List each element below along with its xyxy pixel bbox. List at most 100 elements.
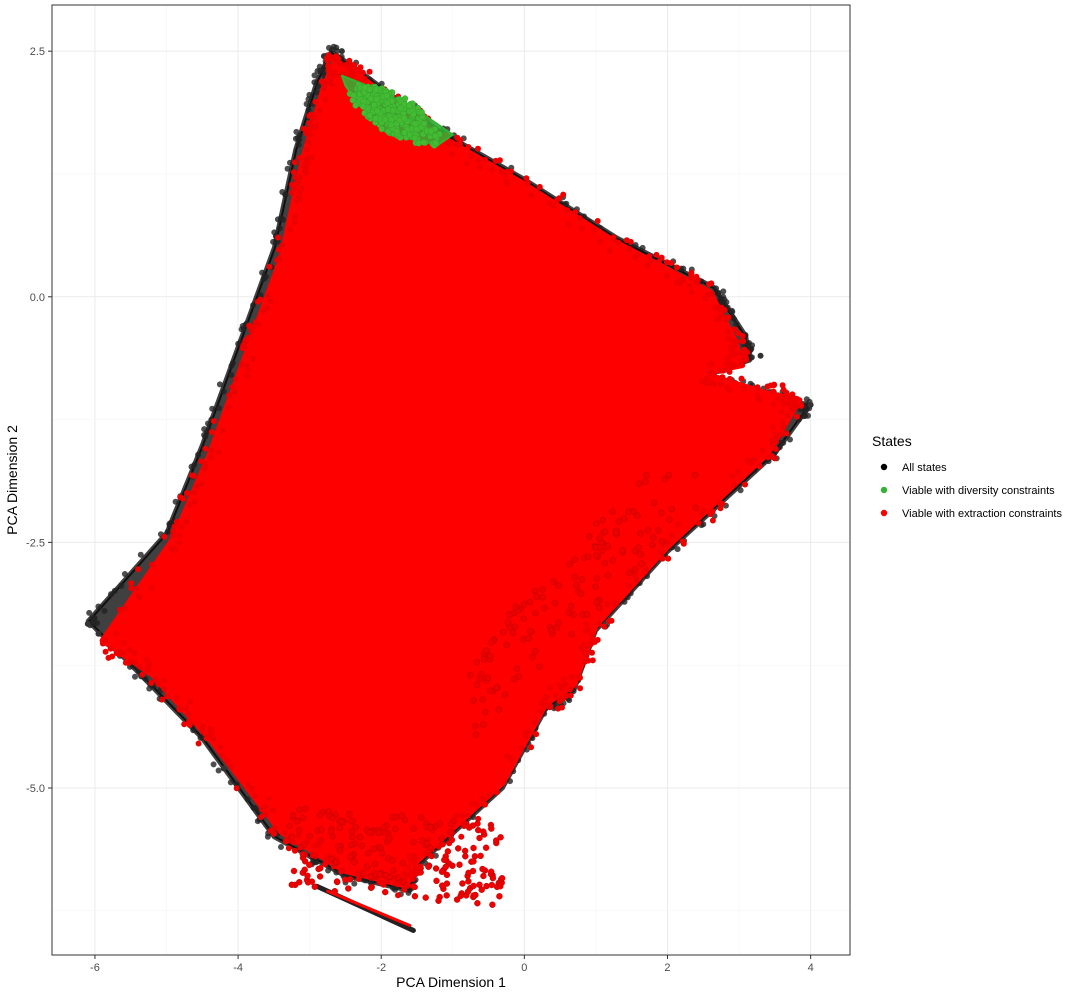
diversity-point (384, 99, 391, 107)
extraction-point (317, 865, 324, 872)
extraction-point (325, 63, 331, 69)
all-states-point (95, 630, 102, 637)
extraction-point (447, 828, 454, 836)
extraction-point (610, 236, 617, 243)
extraction-point (709, 517, 716, 524)
extraction-point (333, 58, 340, 65)
extraction-point (348, 841, 355, 849)
extraction-point (792, 402, 799, 409)
extraction-point (412, 871, 419, 878)
extraction-point (148, 585, 155, 592)
extraction-point (291, 159, 298, 166)
extraction-point (668, 532, 675, 539)
extraction-point (183, 519, 190, 525)
extraction-point (438, 868, 446, 875)
extraction-point (703, 375, 710, 382)
diversity-point (359, 103, 367, 110)
extraction-point (551, 599, 559, 607)
all-states-point (250, 302, 257, 309)
extraction-point (529, 653, 536, 661)
extraction-point (583, 652, 590, 659)
extraction-point (219, 427, 226, 434)
extraction-point (526, 598, 534, 606)
extraction-point (191, 489, 198, 496)
extraction-point (726, 387, 733, 394)
extraction-point (311, 883, 318, 890)
extraction-point (422, 894, 429, 901)
extraction-point (706, 281, 713, 288)
extraction-point (135, 566, 142, 573)
all-states-point (295, 141, 302, 148)
extraction-point (346, 811, 353, 818)
extraction-point (346, 57, 353, 64)
extraction-point (767, 382, 774, 389)
extraction-point (346, 876, 354, 883)
extraction-point (692, 472, 699, 479)
extraction-point (772, 431, 779, 438)
extraction-point (609, 508, 616, 515)
extraction-point (279, 242, 286, 249)
extraction-point (317, 837, 324, 844)
extraction-point (444, 848, 452, 855)
extraction-point (107, 645, 114, 652)
extraction-point (304, 146, 311, 153)
extraction-point (525, 635, 532, 642)
extraction-point (128, 585, 135, 592)
diversity-point (432, 132, 439, 140)
extraction-point (370, 845, 377, 853)
extraction-point (562, 681, 569, 688)
extraction-point (441, 856, 448, 864)
extraction-point (480, 796, 487, 803)
y-tick-label: 2.5 (30, 46, 45, 58)
extraction-point (781, 401, 788, 408)
extraction-point (606, 618, 613, 625)
extraction-point (779, 418, 786, 425)
extraction-point (568, 630, 575, 638)
extraction-point (225, 404, 232, 411)
extraction-point (593, 552, 600, 559)
extraction-point (365, 850, 372, 857)
extraction-point (731, 326, 738, 333)
extraction-point (634, 512, 641, 519)
extraction-point (547, 627, 555, 634)
extraction-point (290, 867, 298, 875)
extraction-point (772, 446, 779, 452)
extraction-point (306, 832, 314, 840)
extraction-point (577, 685, 584, 692)
extraction-point (275, 234, 282, 241)
extraction-point (661, 476, 669, 483)
all-states-point (805, 412, 811, 419)
extraction-point (442, 863, 449, 871)
extraction-point (380, 824, 388, 831)
extraction-point (371, 860, 379, 868)
extraction-point (717, 505, 724, 512)
all-states-point (405, 889, 412, 896)
extraction-point (742, 481, 749, 488)
extraction-point (113, 630, 120, 637)
extraction-point (366, 68, 373, 75)
extraction-point (208, 429, 215, 435)
extraction-point (486, 687, 494, 694)
extraction-point (731, 362, 738, 369)
extraction-point (322, 96, 329, 103)
extraction-point (477, 852, 484, 860)
extraction-point (601, 623, 608, 630)
extraction-point (504, 619, 512, 626)
extraction-point (717, 381, 724, 388)
extraction-point (458, 833, 465, 840)
extraction-point (519, 636, 527, 643)
extraction-point (275, 246, 282, 253)
extraction-point (349, 62, 355, 68)
extraction-point (198, 458, 205, 465)
extraction-point (427, 852, 434, 859)
extraction-point (477, 164, 483, 171)
extraction-point (137, 663, 143, 670)
extraction-point (307, 111, 314, 118)
extraction-point (181, 721, 188, 728)
extraction-point (638, 560, 645, 567)
extraction-point (386, 835, 393, 842)
all-states-point (244, 796, 251, 803)
extraction-point (148, 680, 155, 686)
extraction-point (121, 639, 127, 646)
extraction-point (789, 391, 796, 398)
